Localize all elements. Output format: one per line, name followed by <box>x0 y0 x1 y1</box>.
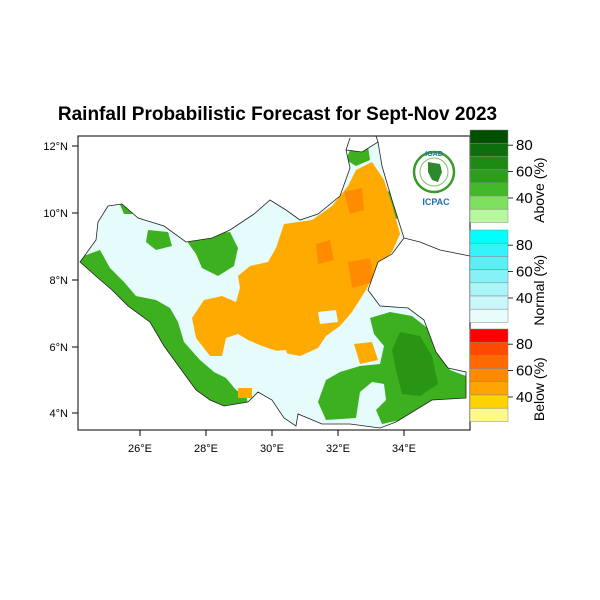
colorbar-swatch <box>469 195 509 210</box>
colorbar-group-title: Normal (%) <box>531 255 547 326</box>
colorbar-swatch <box>469 269 509 284</box>
above-region-north-central <box>186 232 238 276</box>
x-tick-32: 32°E <box>326 443 350 455</box>
y-tick-10: 10°N <box>43 208 68 220</box>
below-region-dark-1 <box>344 188 364 214</box>
below-region-dark-3 <box>316 240 334 264</box>
colorbar-label: 60 <box>516 164 533 181</box>
above-region-small-nw <box>146 230 172 250</box>
above-region-southeast <box>318 312 466 424</box>
colorbar-swatch <box>469 169 509 184</box>
y-tick-8: 8°N <box>50 275 69 287</box>
colorbar-group-title: Below (%) <box>531 357 547 421</box>
y-axis <box>72 145 78 414</box>
y-tick-12: 12°N <box>43 141 68 153</box>
below-region-southwest <box>238 388 252 398</box>
colorbar-swatch <box>469 295 509 310</box>
above-region-west <box>80 250 250 410</box>
colorbar-swatch <box>469 208 509 223</box>
colorbar-swatch <box>469 142 509 157</box>
colorbar-swatch <box>469 308 509 323</box>
x-tick-26: 26°E <box>128 443 152 455</box>
x-tick-28: 28°E <box>194 443 218 455</box>
y-tick-6: 6°N <box>50 342 69 354</box>
colorbar-label: 60 <box>516 363 533 380</box>
normal-spot-2 <box>262 350 290 372</box>
colorbar-label: 80 <box>516 137 533 154</box>
colorbar-swatch <box>469 355 509 369</box>
y-tick-4: 4°N <box>50 408 69 420</box>
colorbar-swatch <box>469 242 509 257</box>
normal-spot-1 <box>318 310 338 324</box>
colorbar-swatch <box>469 394 509 409</box>
colorbar-label: 80 <box>516 336 533 353</box>
colorbar-swatch <box>469 129 509 144</box>
chart-title: Rainfall Probabilistic Forecast for Sept… <box>57 104 498 125</box>
colorbar-swatch <box>469 407 509 422</box>
country-outline <box>79 141 467 429</box>
colorbar-swatch <box>469 182 509 197</box>
colorbar-label: 40 <box>516 290 533 307</box>
colorbar-label: 80 <box>516 237 533 254</box>
below-region-south <box>354 342 378 364</box>
logo-top-text: IGAD <box>425 151 443 158</box>
x-tick-30: 30°E <box>260 443 284 455</box>
colorbar-swatch <box>469 341 509 356</box>
below-region-central <box>192 162 400 356</box>
colorbar-swatch <box>469 156 509 170</box>
colorbar-swatch <box>469 381 509 396</box>
colorbar-label: 40 <box>516 389 533 406</box>
colorbar-group-title: Above (%) <box>531 158 547 223</box>
colorbar-swatch <box>469 256 509 270</box>
africa-icon <box>428 162 442 182</box>
neighbor-border <box>345 135 471 257</box>
colorbar-label: 40 <box>516 190 533 207</box>
colorbar-swatch <box>469 368 509 383</box>
x-axis <box>139 430 405 436</box>
x-tick-34: 34°E <box>392 443 416 455</box>
icpac-logo: IGAD ICPAC <box>412 150 456 207</box>
colorbar-label: 60 <box>516 264 533 281</box>
colorbar-swatch <box>469 282 509 297</box>
logo-bottom-text: ICPAC <box>422 197 450 207</box>
above-region-southeast-dark <box>392 332 438 396</box>
below-region-dark-2 <box>348 258 374 288</box>
colorbar-swatch <box>469 328 509 343</box>
colorbar-swatch <box>469 229 509 244</box>
